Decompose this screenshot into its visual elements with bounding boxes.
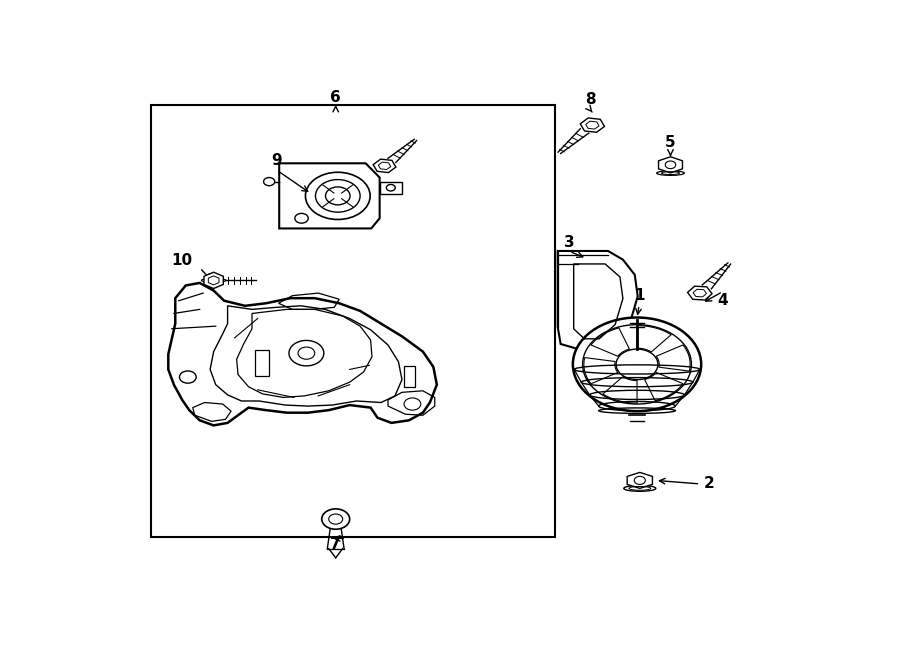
Polygon shape	[279, 163, 380, 229]
Circle shape	[264, 178, 274, 186]
Text: 5: 5	[665, 136, 676, 151]
Text: 2: 2	[704, 477, 715, 491]
Text: 9: 9	[271, 153, 282, 169]
Text: 4: 4	[717, 293, 728, 308]
Ellipse shape	[657, 171, 684, 175]
Bar	[380, 182, 402, 194]
Text: 3: 3	[564, 235, 575, 250]
Text: 7: 7	[330, 537, 341, 551]
Circle shape	[322, 509, 349, 529]
Polygon shape	[168, 283, 436, 426]
Bar	[255, 350, 269, 375]
Bar	[404, 366, 415, 387]
Circle shape	[573, 317, 701, 411]
Ellipse shape	[624, 485, 656, 491]
Polygon shape	[374, 159, 396, 173]
Text: 6: 6	[330, 90, 341, 104]
Text: 10: 10	[172, 253, 193, 268]
Polygon shape	[558, 251, 638, 352]
Polygon shape	[204, 272, 223, 288]
Text: 8: 8	[585, 92, 596, 107]
Polygon shape	[659, 157, 682, 173]
Polygon shape	[627, 473, 652, 488]
Bar	[151, 104, 555, 537]
Polygon shape	[580, 118, 605, 132]
Text: 1: 1	[634, 288, 644, 303]
Polygon shape	[688, 286, 712, 300]
